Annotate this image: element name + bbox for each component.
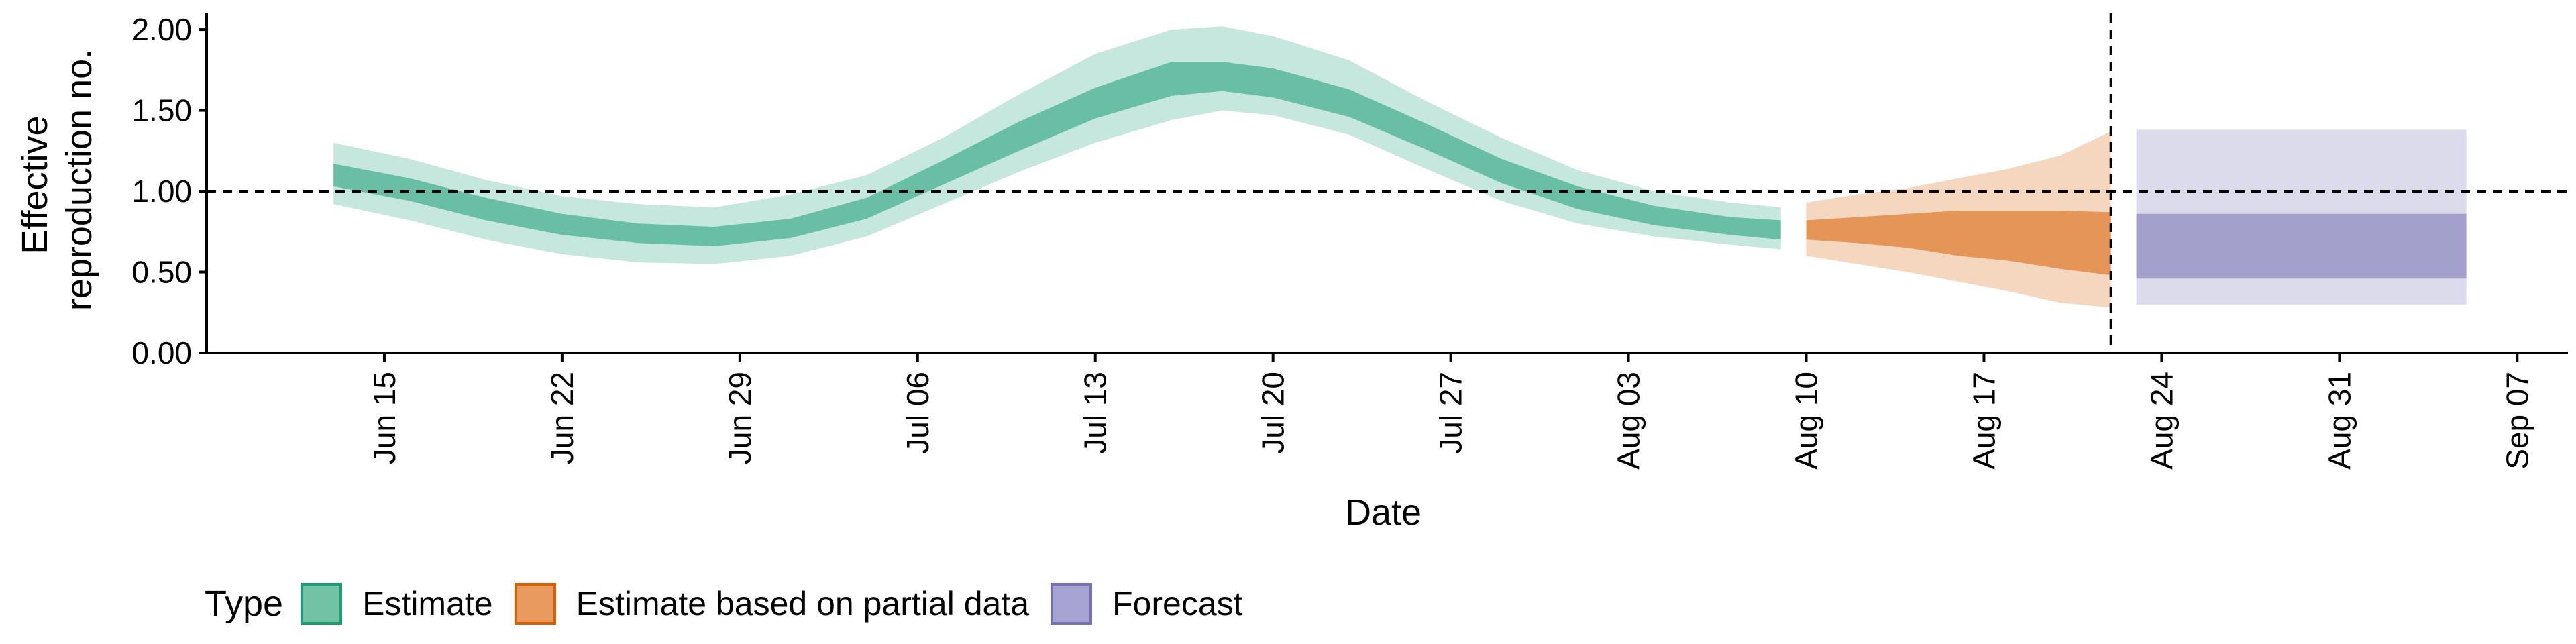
y-tick-label: 1.50 <box>131 93 192 128</box>
ci50-band-partial-data <box>1806 211 2111 276</box>
x-tick-label: Jun 15 <box>367 372 402 464</box>
y-tick-label: 2.00 <box>131 12 192 47</box>
x-axis-title: Date <box>1345 492 1421 533</box>
legend-item-forecast: Forecast <box>1051 583 1243 625</box>
x-tick-label: Jun 22 <box>545 372 580 464</box>
x-tick-label: Jul 13 <box>1078 372 1113 454</box>
y-tick-label: 0.00 <box>131 335 192 370</box>
y-axis-title: Effective reproduction no. <box>15 49 99 311</box>
legend-item-partial-data: Estimate based on partial data <box>514 583 1030 625</box>
y-axis-title-line-1: Effective <box>15 115 55 254</box>
x-tick-label: Jul 06 <box>900 372 935 454</box>
plot-area <box>207 13 2568 353</box>
x-tick-label: Aug 31 <box>2322 372 2357 470</box>
x-tick-label: Sep 07 <box>2500 372 2534 470</box>
x-tick-label: Aug 03 <box>1611 372 1646 470</box>
ci50-band-forecast <box>2136 213 2467 279</box>
legend-label-estimate: Estimate <box>362 585 493 623</box>
legend-swatch-forecast <box>1051 583 1093 625</box>
y-tick-label: 0.50 <box>131 255 192 290</box>
x-tick-label: Jul 20 <box>1256 372 1291 454</box>
y-axis-title-line-2: reproduction no. <box>59 49 99 311</box>
legend-label-partial-data: Estimate based on partial data <box>576 585 1030 623</box>
ci90-band-estimate <box>333 26 1781 264</box>
y-axis: 0.00 0.50 1.00 1.50 2.00 <box>131 12 207 370</box>
legend-swatch-partial-data <box>514 583 556 625</box>
x-tick-label: Aug 17 <box>1967 372 2002 470</box>
legend-label-forecast: Forecast <box>1112 585 1243 623</box>
x-tick-label: Aug 24 <box>2144 372 2179 470</box>
legend-swatch-estimate <box>301 583 343 625</box>
legend-title: Type <box>205 584 284 624</box>
x-tick-label: Aug 10 <box>1789 372 1824 470</box>
x-tick-label: Jul 27 <box>1434 372 1468 454</box>
x-tick-label: Jun 29 <box>722 372 757 464</box>
legend-item-estimate: Estimate <box>301 583 493 625</box>
y-tick-label: 1.00 <box>131 174 192 209</box>
legend: Type Estimate Estimate based on partial … <box>205 577 1265 631</box>
x-axis: Jun 15 Jun 22 Jun 29 Jul 06 Jul 13 Jul 20 Jul … <box>367 353 2534 470</box>
